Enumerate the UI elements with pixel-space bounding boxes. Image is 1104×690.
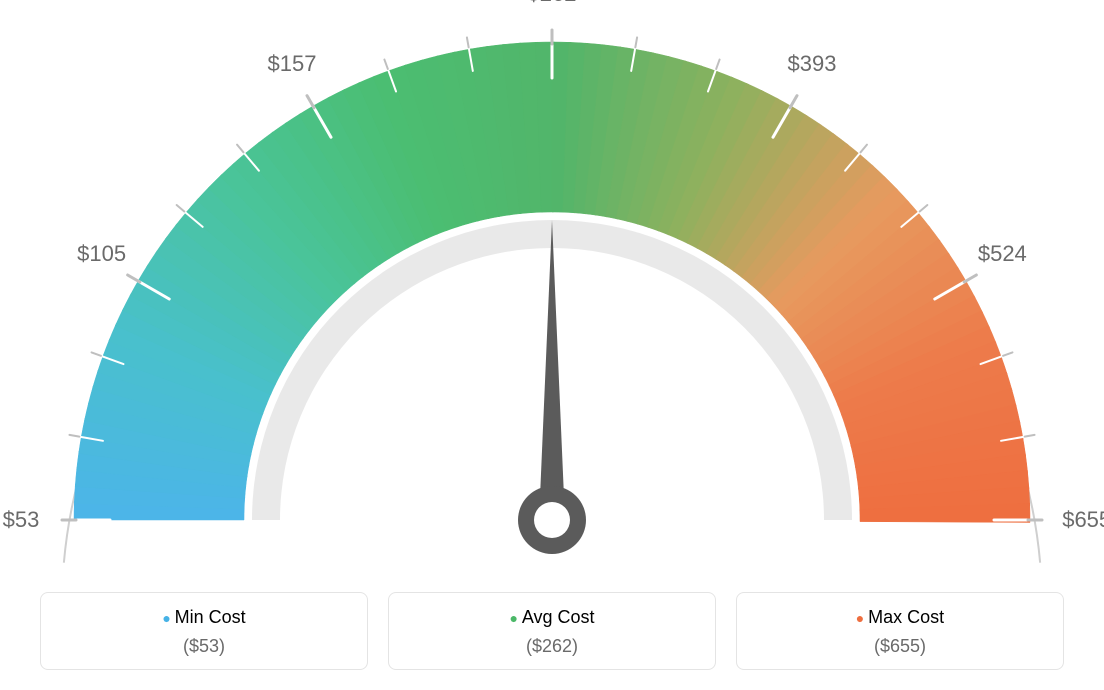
legend-title-max-text: Max Cost	[868, 607, 944, 627]
legend-box-min: Min Cost ($53)	[40, 592, 368, 670]
tick-label: $655	[1062, 507, 1104, 533]
tick-label: $393	[788, 51, 837, 77]
legend-title-min: Min Cost	[51, 607, 357, 628]
gauge-svg	[0, 0, 1104, 570]
legend-title-avg-text: Avg Cost	[522, 607, 595, 627]
tick-label: $53	[3, 507, 40, 533]
legend-title-min-text: Min Cost	[175, 607, 246, 627]
tick-label: $524	[978, 241, 1027, 267]
legend-value-min: ($53)	[51, 636, 357, 657]
tick-label: $105	[77, 241, 126, 267]
legend-row: Min Cost ($53) Avg Cost ($262) Max Cost …	[40, 592, 1064, 670]
gauge-chart-container: $53 $105 $157 $262 $393 $524 $655 Min Cost ($5…	[0, 0, 1104, 690]
legend-title-max: Max Cost	[747, 607, 1053, 628]
legend-value-avg: ($262)	[399, 636, 705, 657]
tick-label: $262	[528, 0, 577, 7]
gauge-area: $53 $105 $157 $262 $393 $524 $655	[0, 0, 1104, 570]
tick-label: $157	[268, 51, 317, 77]
legend-title-avg: Avg Cost	[399, 607, 705, 628]
legend-value-max: ($655)	[747, 636, 1053, 657]
legend-box-avg: Avg Cost ($262)	[388, 592, 716, 670]
legend-box-max: Max Cost ($655)	[736, 592, 1064, 670]
